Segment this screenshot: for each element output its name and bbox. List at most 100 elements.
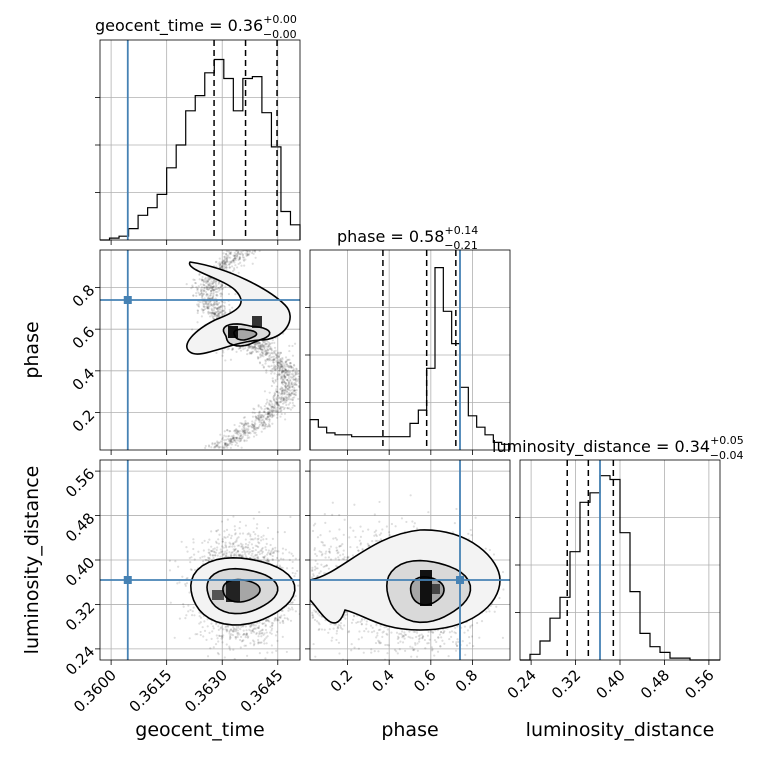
sample-point [240,545,243,548]
sample-point [262,633,265,637]
sample-point [266,358,269,361]
sample-point [213,313,216,316]
sample-point [254,548,257,552]
sample-point [249,533,252,536]
sample-point [214,442,217,445]
sample-point [205,280,208,283]
sample-point [238,252,242,256]
sample-point [268,403,271,406]
sample-point [210,311,213,314]
sample-point [280,360,283,363]
sample-point [223,266,226,269]
sample-point [267,345,270,348]
sample-point [211,311,215,314]
sample-point [206,307,209,310]
sample-point [223,552,226,555]
sample-point [258,621,261,624]
sample-point [275,367,279,370]
sample-point [239,349,243,352]
sample-point [232,648,235,651]
sample-point [198,293,201,296]
sample-point [292,404,295,407]
sample-point [257,541,260,544]
sample-point [241,430,244,433]
sample-point [248,352,251,355]
sample-point [272,406,276,410]
sample-point [239,439,243,442]
sample-point [268,358,271,361]
sample-point [223,434,226,437]
sample-point [253,631,256,634]
sample-point [296,372,299,375]
sample-point [211,630,214,633]
sample-point [273,358,276,362]
sample-point [276,401,279,404]
sample-point [271,537,275,540]
sample-point [216,307,219,310]
sample-point [277,619,280,622]
sample-point [198,272,201,276]
sample-point [274,406,277,409]
sample-point [233,254,236,257]
sample-point [291,385,295,388]
sample-point [291,396,294,400]
sample-point [207,283,210,286]
sample-point [284,399,288,402]
sample-point [270,644,273,647]
sample-point [223,536,226,539]
sample-point [258,345,261,348]
sample-point [280,365,283,368]
sample-point [272,357,275,361]
sample-point [255,417,258,420]
sample-point [189,608,192,612]
sample-point [265,548,268,552]
sample-point [275,360,278,363]
sample-point [258,632,261,635]
sample-point [236,633,239,636]
sample-point [250,624,253,628]
sample-point [291,601,294,604]
sample-point [202,308,205,312]
sample-point [249,424,252,428]
sample-point [283,392,286,396]
sample-point [289,379,292,382]
sample-point [260,350,263,354]
sample-point [210,287,213,290]
sample-point [209,284,212,287]
sample-point [255,341,259,345]
sample-point [274,365,277,368]
sample-point [294,371,297,374]
sample-point [282,391,285,394]
sample-point [233,261,236,264]
sample-point [221,445,224,448]
sample-point [267,619,270,623]
sample-point [297,397,300,401]
sample-point [216,651,219,655]
sample-point [208,276,211,279]
sample-point [288,344,291,347]
sample-point [206,304,209,307]
sample-point [281,366,284,369]
sample-point [211,554,214,557]
sample-point [222,259,225,262]
sample-point [201,275,204,279]
sample-point [295,368,298,371]
sample-point [268,343,271,347]
sample-point [259,406,262,409]
sample-point [271,405,274,408]
sample-point [293,575,296,578]
sample-point [266,557,269,560]
sample-point [219,295,223,298]
sample-point [234,630,238,633]
sample-point [246,254,249,257]
sample-point [214,282,217,285]
sample-point [253,642,256,645]
sample-point [238,257,241,261]
sample-point [186,550,189,553]
sample-point [263,344,266,347]
sample-point [239,439,242,443]
sample-point [296,379,299,383]
sample-point [259,641,262,644]
sample-point [288,364,291,367]
sample-point [178,617,182,620]
